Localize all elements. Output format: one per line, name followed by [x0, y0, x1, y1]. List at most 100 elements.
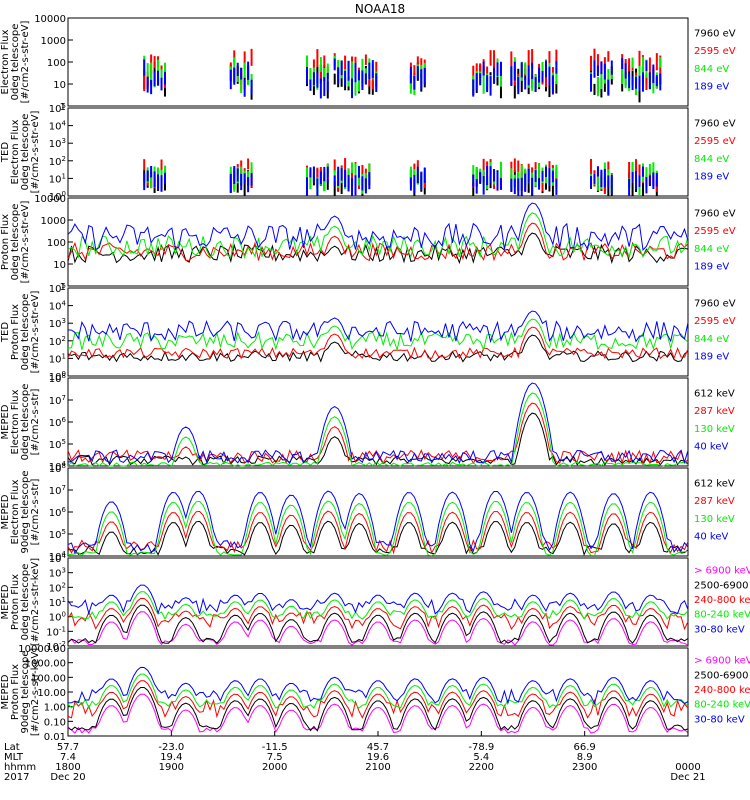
legend-entry: 130 keV [694, 424, 735, 435]
legend-entry: > 6900 keV [694, 566, 750, 577]
series-line [67, 318, 689, 352]
series-line [67, 591, 689, 621]
y-axis-label: MEPEDElectron Flux90deg telescope[#/cm2-… [0, 470, 41, 553]
y-axis-label: MEPEDProton Flux90deg telescope[#/cm2-s-… [0, 648, 41, 736]
legend-entry: 30-80 keV [694, 714, 745, 725]
y-tick-label: 100 [49, 611, 66, 624]
legend-entry: 130 keV [694, 514, 735, 525]
series-line [67, 666, 689, 706]
legend-entry: 7960 eV [694, 299, 736, 310]
legend-entry: 844 eV [694, 64, 729, 75]
y-tick-label: 1 [60, 282, 66, 293]
panel-frame [67, 107, 689, 197]
y-tick-label: 1 [60, 102, 66, 113]
panel-frame [67, 287, 689, 377]
y-tick-label: 10 [53, 260, 66, 271]
legend-entry: 7960 eV [694, 209, 736, 220]
legend-entry: 844 eV [694, 154, 729, 165]
y-tick-label: 1.00 [44, 703, 66, 714]
series-line [67, 597, 689, 631]
y-tick-label: 10.00 [37, 688, 66, 699]
y-tick-label: 105 [49, 438, 66, 451]
y-tick-label: 102 [49, 581, 66, 594]
y-tick-label: 100 [47, 58, 66, 69]
y-tick-label: 0.01 [44, 732, 66, 743]
legend-entry: 2595 eV [694, 226, 736, 237]
panel-8: 0.01 0.10 1.00 10.00 100.00 1000.00 10000.00ME… [0, 644, 750, 743]
footer-value: Dec 21 [670, 772, 705, 783]
y-tick-label: 10000 [34, 194, 66, 205]
legend-entry: 2595 eV [694, 46, 736, 57]
y-axis-label: TEDElectron Flux0deg telescope[#/cm2-s-s… [0, 111, 41, 194]
legend-entry: 2595 eV [694, 316, 736, 327]
footer-row-label: Lat [4, 742, 20, 753]
legend-entry: 2500-6900 [694, 580, 749, 591]
y-tick-label: 100.00 [31, 673, 66, 684]
y-tick-label: 104 [49, 552, 67, 565]
y-tick-label: 10-1 [46, 625, 66, 638]
y-tick-label: 108 [49, 372, 66, 385]
legend-entry: 287 keV [694, 406, 735, 417]
footer-value: 19.6 [367, 752, 389, 763]
footer-value: -23.0 [158, 742, 184, 753]
footer-value: 1900 [159, 762, 184, 773]
y-tick-label: 102 [49, 335, 66, 348]
series-line [67, 392, 689, 467]
legend-entry: 240-800 keV [694, 595, 750, 606]
legend-entry: 189 eV [694, 171, 729, 182]
y-tick-label: 1000.00 [25, 659, 66, 670]
series-line [67, 673, 689, 709]
y-axis-label: Electron Flux0deg telescope[#/cm2-s-str-… [0, 21, 31, 104]
footer-value: -78.9 [468, 742, 494, 753]
legend-entry: 240-800 keV [694, 685, 750, 696]
y-tick-label: 101 [49, 352, 66, 365]
legend-entry: 2500-6900 [694, 670, 749, 681]
chart-title: NOAA18 [355, 2, 405, 16]
legend-entry: 40 keV [694, 531, 728, 542]
footer-value: 19.4 [160, 752, 182, 763]
legend-entry: 7960 eV [694, 29, 736, 40]
footer-value: 2100 [365, 762, 390, 773]
legend-entry: > 6900 keV [694, 656, 750, 667]
footer-value: 1800 [55, 762, 80, 773]
y-tick-label: 103 [49, 567, 66, 580]
footer-value: 2000 [262, 762, 287, 773]
y-tick-label: 106 [49, 506, 67, 519]
legend-entry: 80-240 keV [694, 610, 750, 621]
series-line [67, 382, 689, 465]
footer-value: 5.4 [473, 752, 489, 763]
footer-value: 57.7 [57, 742, 79, 753]
y-tick-label: 105 [49, 282, 66, 295]
legend-entry: 189 eV [694, 81, 729, 92]
series-line [67, 500, 689, 557]
series-line [67, 693, 689, 734]
series-line [67, 510, 689, 555]
y-axis-label: TEDProton Flux0deg telescope[#/cm2-s-str… [0, 291, 41, 374]
series-line [67, 232, 689, 265]
footer-value: 45.7 [367, 742, 389, 753]
y-tick-label: 102 [49, 155, 66, 168]
y-tick-label: 108 [49, 462, 66, 475]
footer-value: Dec 20 [50, 772, 85, 783]
series-line [67, 212, 689, 259]
y-tick-label: 101 [49, 596, 66, 609]
legend-entry: 844 eV [694, 244, 729, 255]
footer-value: 7.5 [267, 752, 283, 763]
legend-entry: 612 keV [694, 479, 735, 490]
footer-value: 2300 [572, 762, 597, 773]
series-line [67, 326, 689, 360]
legend-entry: 7960 eV [694, 119, 736, 130]
y-tick-label: 100 [47, 238, 66, 249]
legend-entry: 287 keV [694, 496, 735, 507]
legend-entry: 40 keV [694, 441, 728, 452]
y-tick-label: 105 [49, 528, 66, 541]
series-line [67, 584, 689, 616]
y-tick-label: 10 [53, 80, 66, 91]
footer-row-label: hhmm [4, 762, 36, 773]
